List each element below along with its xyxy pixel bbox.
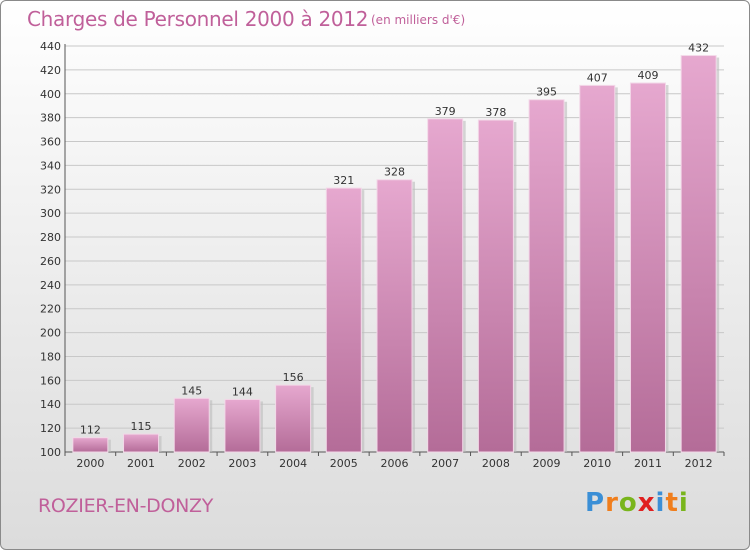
x-tick-label: 2001 bbox=[127, 457, 155, 470]
logo-letter: t bbox=[665, 488, 679, 518]
commune-name: ROZIER-EN-DONZY bbox=[38, 495, 214, 517]
data-label: 112 bbox=[80, 424, 101, 437]
logo-letter: x bbox=[637, 488, 656, 518]
y-tick-label: 220 bbox=[40, 303, 61, 316]
y-tick-label: 360 bbox=[40, 136, 61, 149]
data-label: 407 bbox=[587, 71, 608, 84]
bar bbox=[275, 384, 312, 453]
data-label: 328 bbox=[384, 166, 405, 179]
x-tick-label: 2008 bbox=[482, 457, 510, 470]
x-tick-label: 2010 bbox=[583, 457, 611, 470]
x-tick-label: 2005 bbox=[330, 457, 358, 470]
x-tick-label: 2003 bbox=[228, 457, 256, 470]
data-label: 321 bbox=[333, 174, 354, 187]
logo-letter: i bbox=[678, 488, 689, 518]
y-tick-label: 400 bbox=[40, 88, 61, 101]
logo-letter: P bbox=[585, 488, 606, 518]
x-tick-label: 2011 bbox=[634, 457, 662, 470]
x-tick-label: 2006 bbox=[381, 457, 409, 470]
data-label: 432 bbox=[688, 42, 709, 55]
data-label: 156 bbox=[283, 371, 304, 384]
bar bbox=[477, 119, 514, 453]
y-tick-label: 200 bbox=[40, 327, 61, 340]
x-tick-label: 2012 bbox=[685, 457, 713, 470]
logo-letter: r bbox=[605, 488, 619, 518]
x-tick-label: 2009 bbox=[533, 457, 561, 470]
y-tick-label: 380 bbox=[40, 112, 61, 125]
y-tick-label: 300 bbox=[40, 207, 61, 220]
chart-title: Charges de Personnel 2000 à 2012 bbox=[27, 7, 369, 31]
data-label: 115 bbox=[131, 420, 152, 433]
y-tick-label: 320 bbox=[40, 183, 61, 196]
data-label: 395 bbox=[536, 86, 557, 99]
logo-letter: o bbox=[618, 488, 638, 518]
bar bbox=[224, 398, 261, 453]
bar bbox=[123, 433, 160, 453]
bar bbox=[325, 187, 362, 453]
bar bbox=[680, 55, 717, 453]
proxiti-logo: Proxiti bbox=[585, 488, 689, 518]
bar bbox=[72, 437, 109, 453]
x-tick-label: 2004 bbox=[279, 457, 307, 470]
bar bbox=[579, 84, 616, 453]
bar bbox=[629, 82, 666, 453]
chart-subtitle: (en milliers d'€) bbox=[371, 13, 466, 27]
y-tick-label: 440 bbox=[40, 40, 61, 53]
y-tick-label: 280 bbox=[40, 231, 61, 244]
data-label: 378 bbox=[485, 106, 506, 119]
x-tick-label: 2007 bbox=[431, 457, 459, 470]
y-tick-label: 240 bbox=[40, 279, 61, 292]
y-tick-label: 340 bbox=[40, 159, 61, 172]
y-tick-label: 160 bbox=[40, 374, 61, 387]
y-tick-label: 100 bbox=[40, 446, 61, 459]
data-label: 379 bbox=[435, 105, 456, 118]
logo-letter: i bbox=[655, 488, 666, 518]
y-tick-label: 180 bbox=[40, 350, 61, 363]
x-tick-label: 2000 bbox=[76, 457, 104, 470]
bar bbox=[376, 179, 413, 453]
bar bbox=[528, 99, 565, 453]
bar bbox=[173, 397, 210, 453]
y-tick-label: 140 bbox=[40, 398, 61, 411]
bar bbox=[427, 118, 464, 453]
y-tick-label: 120 bbox=[40, 422, 61, 435]
data-label: 409 bbox=[637, 69, 658, 82]
data-label: 144 bbox=[232, 385, 253, 398]
data-label: 145 bbox=[181, 384, 202, 397]
x-tick-label: 2002 bbox=[178, 457, 206, 470]
y-tick-label: 260 bbox=[40, 255, 61, 268]
y-tick-label: 420 bbox=[40, 64, 61, 77]
